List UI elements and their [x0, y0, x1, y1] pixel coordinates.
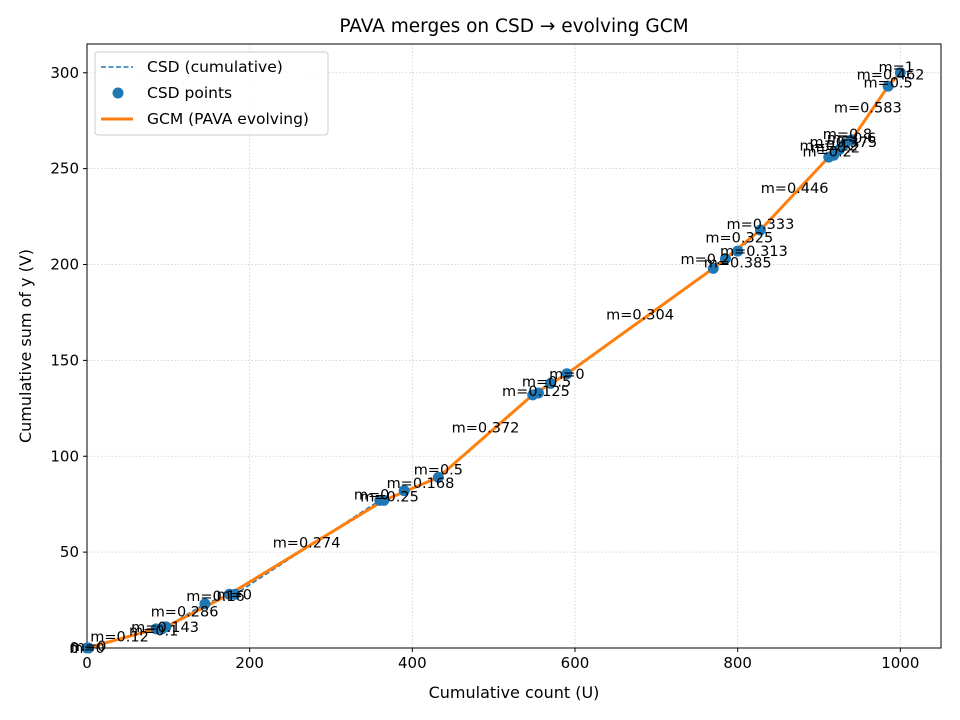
- slope-label: m=0.125: [502, 384, 570, 400]
- x-tick-label: 800: [723, 654, 752, 672]
- slope-label: m=0.5: [414, 463, 463, 479]
- legend: CSD (cumulative) CSD points GCM (PAVA ev…: [94, 51, 329, 136]
- csd-point: [846, 134, 858, 146]
- chart-title: PAVA merges on CSD → evolving GCM: [339, 16, 688, 37]
- x-axis-label: Cumulative count (U): [429, 683, 600, 702]
- slope-label: m=0.2: [680, 252, 729, 268]
- slope-label: m=0.5: [522, 374, 571, 390]
- slope-label: m=0.325: [705, 231, 773, 247]
- x-tick-label: 600: [561, 654, 590, 672]
- slope-label: m=0.12: [799, 139, 858, 155]
- y-tick-label: 100: [50, 447, 79, 465]
- y-tick-label: 250: [50, 160, 79, 178]
- axis-ticks: 0 200 400 600 800 1000 0 50 100 150 200 250 300: [50, 64, 919, 672]
- legend-points-label: CSD points: [147, 84, 232, 102]
- slope-label: m=0.12: [90, 629, 149, 645]
- axes-frame: [86, 43, 942, 649]
- slope-annotations: m=0m=0m=0.12m=0.1m=0.143m=0.286m=0.16m=0…: [69, 60, 924, 657]
- slope-label: m=0: [71, 639, 107, 655]
- slope-label: m=0.274: [273, 536, 341, 552]
- csd-point: [83, 642, 95, 654]
- y-axis-label: Cumulative sum of y (V): [16, 249, 35, 443]
- csd-point: [719, 253, 731, 265]
- slope-label: m=0: [354, 488, 390, 504]
- slope-label: m=0.8: [823, 127, 872, 143]
- slope-label: m=0.304: [606, 307, 674, 323]
- slope-label: m=0.385: [704, 256, 772, 272]
- slope-label: m=0.168: [387, 476, 455, 492]
- slope-label: m=0.5: [863, 75, 912, 91]
- slope-label: m=0.6: [827, 131, 876, 147]
- slope-label: m=0: [216, 587, 252, 603]
- x-tick-label: 0: [82, 654, 92, 672]
- slope-label: m=0: [549, 367, 585, 383]
- csd-point: [378, 494, 390, 506]
- csd-point: [532, 387, 544, 399]
- csd-point: [160, 621, 172, 633]
- csd-point: [894, 67, 906, 79]
- slope-label: m=0.286: [151, 605, 219, 621]
- csd-point: [199, 598, 211, 610]
- csd-point: [432, 471, 444, 483]
- slope-label: m=0.2: [802, 144, 851, 160]
- slope-label: m=1: [879, 60, 915, 76]
- legend-points-swatch: [112, 87, 124, 99]
- slope-label: m=0.375: [810, 135, 878, 151]
- slope-label: m=0.446: [761, 181, 829, 197]
- slope-label: m=0: [69, 641, 105, 657]
- legend-csd-label: CSD (cumulative): [147, 58, 283, 76]
- slope-label: m=0.143: [131, 620, 199, 636]
- csd-point: [398, 485, 410, 497]
- csd-point: [732, 245, 744, 257]
- y-tick-label: 200: [50, 256, 79, 274]
- slope-label: m=0.2: [811, 141, 860, 157]
- slope-label: m=0.583: [834, 100, 902, 116]
- csd-point: [545, 377, 557, 389]
- slope-label: m=0.462: [857, 68, 925, 84]
- csd-point: [229, 588, 241, 600]
- csd-point: [882, 80, 894, 92]
- x-tick-label: 200: [235, 654, 264, 672]
- csd-points-series: [81, 67, 906, 654]
- slope-label: m=0.372: [452, 420, 520, 436]
- slope-label: m=0.25: [360, 490, 419, 506]
- y-tick-label: 0: [69, 639, 79, 657]
- y-tick-label: 150: [50, 351, 79, 369]
- y-tick-label: 300: [50, 64, 79, 82]
- csd-point: [754, 224, 766, 236]
- x-tick-label: 400: [398, 654, 427, 672]
- legend-box: [94, 51, 329, 136]
- csd-point: [561, 368, 573, 380]
- slope-label: m=0.313: [720, 244, 788, 260]
- slope-label: m=0.333: [727, 217, 795, 233]
- csd-point: [707, 262, 719, 274]
- legend-gcm-label: GCM (PAVA evolving): [147, 110, 309, 128]
- slope-label: m=0.16: [186, 589, 245, 605]
- y-tick-label: 50: [60, 543, 79, 561]
- slope-label: m=0.1: [129, 624, 178, 640]
- x-tick-label: 1000: [881, 654, 919, 672]
